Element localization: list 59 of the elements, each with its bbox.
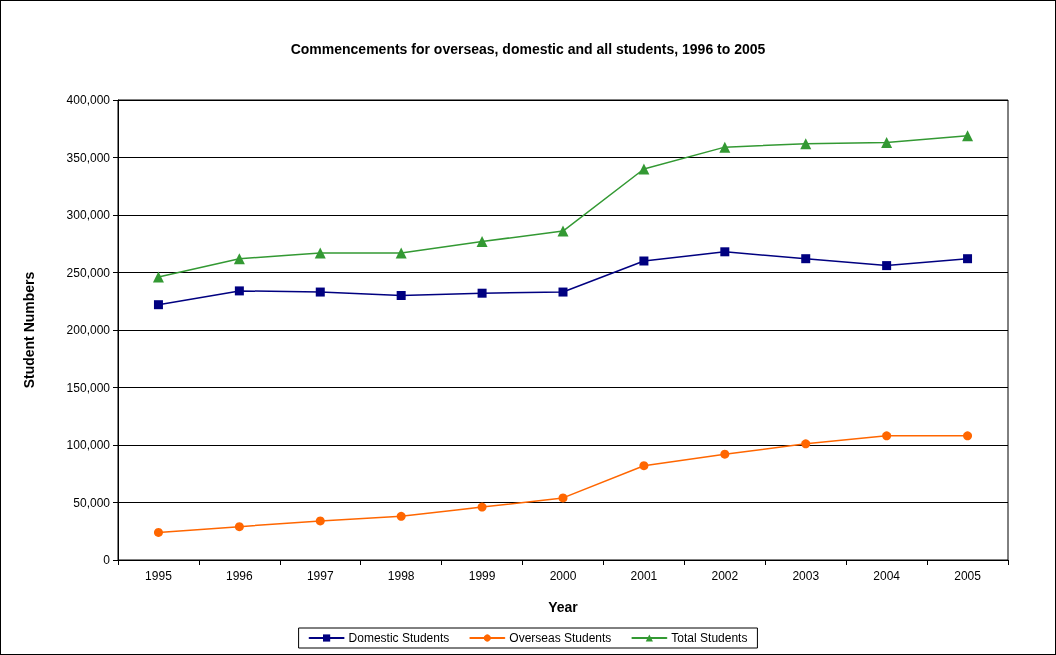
y-tick-label: 200,000 — [66, 323, 111, 337]
x-tick-label: 2001 — [630, 569, 658, 583]
point — [719, 141, 731, 153]
y-axis-title: Student Numbers — [21, 271, 37, 389]
legend-label: Overseas Students — [509, 631, 612, 645]
x-tick-label: 2005 — [954, 569, 982, 583]
y-tick-label: 50,000 — [73, 495, 111, 510]
point — [315, 516, 325, 526]
point — [801, 254, 811, 264]
x-tick-label: 2004 — [873, 569, 901, 583]
point — [476, 235, 488, 247]
chart-title: Commencements for overseas, domestic and all students, 1996 to 2005 — [290, 41, 766, 57]
y-tick-label: 0 — [103, 553, 111, 567]
x-tick-label: 2002 — [711, 569, 739, 583]
x-tick-label: 1998 — [387, 569, 415, 583]
point — [477, 288, 487, 298]
x-tick-label: 1997 — [306, 569, 334, 583]
point — [152, 271, 164, 283]
y-tick-label: 350,000 — [66, 150, 111, 165]
point — [234, 522, 244, 532]
point — [315, 287, 325, 297]
point — [638, 163, 650, 175]
point — [800, 138, 812, 150]
point — [314, 247, 326, 259]
y-tick-label: 250,000 — [66, 265, 111, 280]
point — [558, 287, 568, 297]
point — [558, 493, 568, 503]
point — [801, 439, 811, 449]
point — [720, 247, 730, 257]
x-tick-label: 2003 — [792, 569, 820, 583]
x-tick-label: 2000 — [549, 569, 577, 583]
point — [233, 253, 245, 265]
x-tick-label: 1996 — [226, 569, 254, 583]
point — [962, 130, 974, 142]
point — [963, 431, 973, 441]
x-axis-title: Year — [548, 599, 579, 615]
legend-label: Domestic Students — [348, 631, 450, 645]
point — [234, 286, 244, 296]
point — [639, 256, 649, 266]
point — [153, 300, 163, 310]
point — [882, 431, 892, 441]
point — [396, 511, 406, 521]
y-tick-label: 150,000 — [66, 380, 111, 395]
x-tick-label: 1995 — [145, 569, 173, 583]
y-tick-label: 400,000 — [66, 93, 111, 107]
point — [153, 527, 163, 537]
y-tick-label: 100,000 — [66, 438, 111, 452]
x-tick-label: 1999 — [468, 569, 496, 583]
point — [881, 137, 893, 149]
point — [557, 225, 569, 237]
point — [396, 291, 406, 300]
point — [720, 449, 730, 459]
point — [395, 247, 407, 259]
point — [639, 461, 649, 471]
point — [882, 261, 892, 271]
point — [477, 502, 487, 512]
y-tick-label: 300,000 — [66, 208, 111, 222]
legend-label: Total Students — [671, 631, 748, 645]
point — [963, 254, 973, 264]
